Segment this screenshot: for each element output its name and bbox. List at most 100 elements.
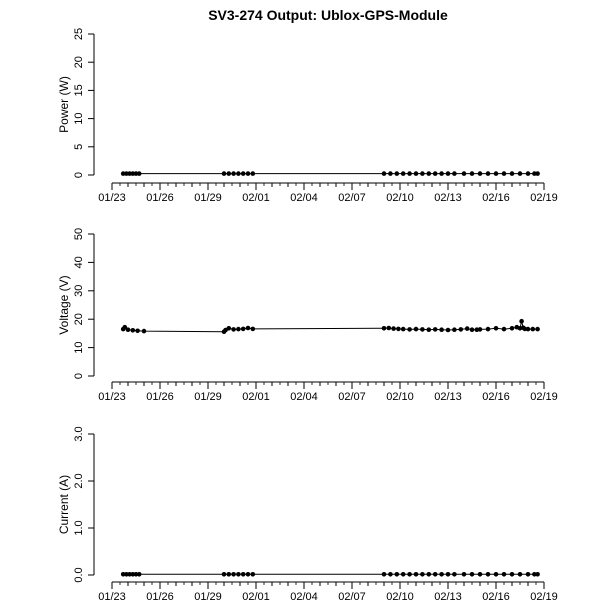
data-point — [407, 171, 412, 176]
data-point — [381, 326, 387, 331]
data-point — [413, 326, 419, 332]
x-tick-label: 02/10 — [386, 391, 414, 403]
data-point — [477, 572, 483, 577]
data-point — [519, 318, 524, 324]
data-point — [525, 326, 531, 332]
x-tick-label: 02/01 — [242, 192, 270, 204]
data-point — [136, 572, 142, 577]
y-tick-label: 10 — [73, 341, 85, 353]
data-point — [439, 327, 444, 333]
data-point — [420, 572, 425, 577]
data-point — [231, 327, 236, 332]
y-tick-label: 2.0 — [73, 473, 85, 488]
x-tick-label: 02/04 — [290, 391, 318, 403]
x-tick-label: 02/01 — [242, 391, 270, 403]
x-tick-label: 01/29 — [194, 391, 222, 403]
y-tick-label: 40 — [73, 256, 85, 268]
x-tick-label: 02/04 — [290, 192, 318, 204]
data-point — [125, 327, 131, 333]
y-tick-label: 0.0 — [73, 567, 85, 582]
data-point — [493, 171, 499, 176]
y-tick-label: 15 — [73, 84, 85, 96]
data-point — [407, 327, 412, 332]
data-point — [400, 171, 406, 176]
data-point — [236, 572, 241, 577]
x-tick-label: 02/19 — [530, 192, 558, 204]
x-tick-label: 02/04 — [290, 591, 318, 600]
x-tick-label: 02/16 — [482, 591, 510, 600]
chart-panel-1: 0 5 10 15 20 25 Power (W) 01/23 01/26 01/29 02/01 0… — [57, 28, 558, 204]
data-point — [535, 326, 540, 332]
data-point — [532, 171, 537, 176]
data-point — [250, 572, 256, 577]
y-tick-label: 30 — [73, 285, 85, 297]
data-point — [245, 171, 251, 176]
data-point — [517, 171, 523, 176]
data-point — [426, 327, 432, 333]
chart-panel-3: 0.0 1.0 2.0 3.0 Current (A) 01/23 01/26 01/29 02… — [57, 426, 558, 600]
data-point — [250, 326, 256, 332]
x-tick-label: 01/26 — [146, 591, 174, 600]
x-tick-label: 02/10 — [386, 591, 414, 600]
data-point — [240, 326, 246, 332]
data-point — [133, 572, 139, 577]
data-point — [240, 171, 246, 176]
data-point — [485, 171, 491, 176]
data-point — [226, 171, 232, 176]
x-tick-label: 02/07 — [338, 391, 366, 403]
x-tick-label: 01/23 — [98, 391, 126, 403]
data-point — [493, 326, 499, 331]
data-point — [120, 171, 126, 176]
data-point — [535, 572, 540, 577]
y-tick-label: 25 — [73, 28, 85, 40]
x-tick-label: 01/23 — [98, 192, 126, 204]
x-tick-label: 01/26 — [146, 192, 174, 204]
data-point — [226, 572, 232, 577]
data-point — [485, 326, 491, 332]
data-point — [221, 171, 227, 176]
data-point — [133, 171, 139, 176]
chart-panel-2: 0 10 20 30 40 50 Voltage (V) 01/23 01/26 01/29 02/… — [57, 228, 558, 403]
data-point — [240, 572, 246, 577]
data-point — [221, 572, 227, 577]
data-point — [386, 325, 392, 331]
data-point — [469, 171, 475, 176]
data-point — [413, 171, 419, 176]
data-point — [509, 171, 515, 176]
data-point — [130, 171, 136, 176]
chart-title: SV3-274 Output: Ublox-GPS-Module — [208, 7, 448, 23]
data-point — [381, 171, 387, 176]
data-point — [426, 572, 432, 577]
x-tick-label: 02/13 — [434, 391, 462, 403]
data-point — [388, 572, 393, 577]
data-point — [469, 327, 475, 333]
y-axis-label: Voltage (V) — [57, 275, 71, 334]
data-point — [124, 171, 129, 176]
data-point — [477, 327, 483, 332]
data-point — [388, 171, 393, 176]
data-point — [452, 572, 457, 577]
data-point — [501, 171, 507, 176]
x-tick-label: 02/16 — [482, 192, 510, 204]
data-point — [525, 171, 531, 176]
y-tick-label: 0 — [73, 172, 85, 178]
data-point — [391, 326, 396, 331]
y-tick-label: 10 — [73, 112, 85, 124]
data-point — [525, 572, 531, 577]
y-tick-label: 5 — [73, 144, 85, 150]
data-point — [413, 572, 419, 577]
data-point — [432, 572, 438, 577]
data-point — [396, 326, 401, 332]
data-point — [130, 328, 136, 333]
data-point — [236, 326, 241, 332]
y-tick-label: 0 — [73, 373, 85, 379]
data-point — [141, 328, 147, 334]
data-point — [530, 326, 536, 332]
data-point — [250, 171, 256, 176]
y-tick-label: 20 — [73, 313, 85, 325]
data-point — [493, 572, 499, 577]
data-point — [122, 324, 128, 330]
y-tick-label: 1.0 — [73, 520, 85, 535]
data-point — [124, 572, 129, 577]
